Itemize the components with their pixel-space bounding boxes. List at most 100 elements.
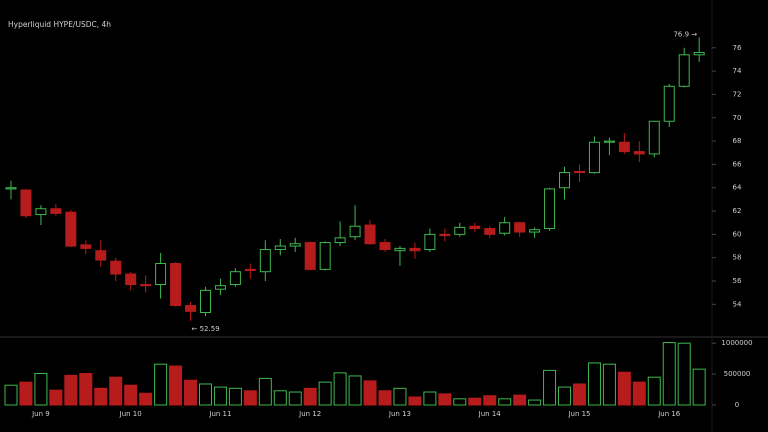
candle-body (439, 233, 451, 237)
candle-body (229, 271, 241, 286)
volume-bar (318, 381, 332, 406)
candle-body (65, 211, 77, 247)
volume-bar (558, 386, 572, 406)
candle-body (319, 242, 331, 270)
volume-tick-label: 500000 (724, 370, 751, 378)
volume-bar (378, 390, 392, 406)
candle-body (185, 305, 197, 312)
candle-body (5, 187, 17, 190)
volume-bar (198, 383, 212, 406)
candle-body (140, 284, 152, 287)
candle-body (499, 222, 511, 234)
candle-body (573, 170, 585, 174)
volume-bar (303, 387, 317, 406)
volume-bar (273, 390, 287, 406)
volume-bar (64, 374, 78, 406)
volume-bar (692, 368, 706, 406)
y-tick-label: 70 (733, 114, 742, 122)
candle-body (633, 151, 645, 155)
volume-bar (243, 390, 257, 406)
volume-bar (468, 397, 482, 406)
candle-body (35, 208, 47, 216)
volume-bar (528, 399, 542, 406)
candle-body (469, 225, 481, 230)
volume-bar (228, 387, 242, 406)
candle-body (559, 172, 571, 189)
volume-bar (169, 365, 183, 406)
candle-body (514, 222, 526, 233)
volume-tick-label: 1000000 (721, 339, 752, 347)
x-tick-label: Jun 11 (208, 410, 231, 418)
y-tick-label: 72 (733, 90, 742, 98)
candle-body (289, 243, 301, 247)
candle-body (529, 229, 541, 233)
candle-body (663, 85, 675, 122)
candle-body (678, 54, 690, 87)
candle-body (274, 245, 286, 251)
volume-bar (79, 372, 93, 406)
volume-bar (154, 363, 168, 406)
candle-body (170, 263, 182, 307)
x-tick-label: Jun 15 (567, 410, 590, 418)
candle-body (95, 250, 107, 261)
candle-body (244, 268, 256, 272)
volume-tick-label: 0 (735, 401, 739, 409)
y-tick-label: 64 (733, 184, 742, 192)
candle-body (155, 263, 167, 286)
volume-bar (19, 381, 33, 406)
candle-body (618, 141, 630, 153)
volume-bar (348, 375, 362, 406)
candle-body (259, 249, 271, 273)
volume-bar (543, 369, 557, 406)
max-label: 76.9 → (673, 30, 697, 38)
volume-bar (602, 363, 616, 406)
y-tick-label: 76 (733, 44, 742, 52)
volume-bar (393, 387, 407, 406)
volume-bar (647, 376, 661, 406)
candle-body (409, 247, 421, 252)
x-tick-label: Jun 16 (657, 410, 681, 418)
y-tick-label: 66 (733, 160, 742, 168)
volume-bar (587, 362, 601, 406)
candle-body (349, 225, 361, 238)
volume-bar (408, 396, 422, 406)
candle-body (199, 289, 211, 314)
volume-bar (617, 371, 631, 406)
volume-bar (333, 372, 347, 406)
candle-body (603, 140, 615, 143)
volume-bar (572, 383, 586, 406)
volume-bar (677, 342, 691, 406)
volume-bar (438, 393, 452, 406)
volume-bar (453, 398, 467, 406)
candle-body (394, 247, 406, 252)
volume-bar (288, 391, 302, 406)
x-tick-label: Jun 10 (119, 410, 142, 418)
volume-bar (258, 377, 272, 406)
volume-bar (109, 376, 123, 406)
volume-bar (498, 398, 512, 406)
candle-body (214, 285, 226, 290)
volume-bar (139, 392, 153, 406)
volume-bar (184, 379, 198, 406)
volume-bar (49, 389, 63, 406)
y-tick-label: 58 (733, 254, 742, 262)
volume-bar (124, 384, 138, 406)
candle-body (50, 208, 62, 214)
candle-body (110, 260, 122, 275)
y-tick-label: 68 (733, 137, 742, 145)
chart-title: Hyperliquid HYPE/USDC, 4h (8, 20, 111, 29)
volume-bar (423, 391, 437, 406)
volume-bar (513, 394, 527, 406)
candle-body (484, 228, 496, 235)
y-tick-label: 56 (733, 277, 742, 285)
y-tick-label: 54 (733, 300, 742, 308)
y-tick-label: 62 (733, 207, 742, 215)
x-tick-label: Jun 12 (298, 410, 321, 418)
candle-body (648, 120, 660, 155)
y-tick-label: 74 (733, 67, 742, 75)
volume-bar (662, 342, 676, 406)
volume-bar (4, 384, 18, 406)
volume-bar (363, 380, 377, 406)
